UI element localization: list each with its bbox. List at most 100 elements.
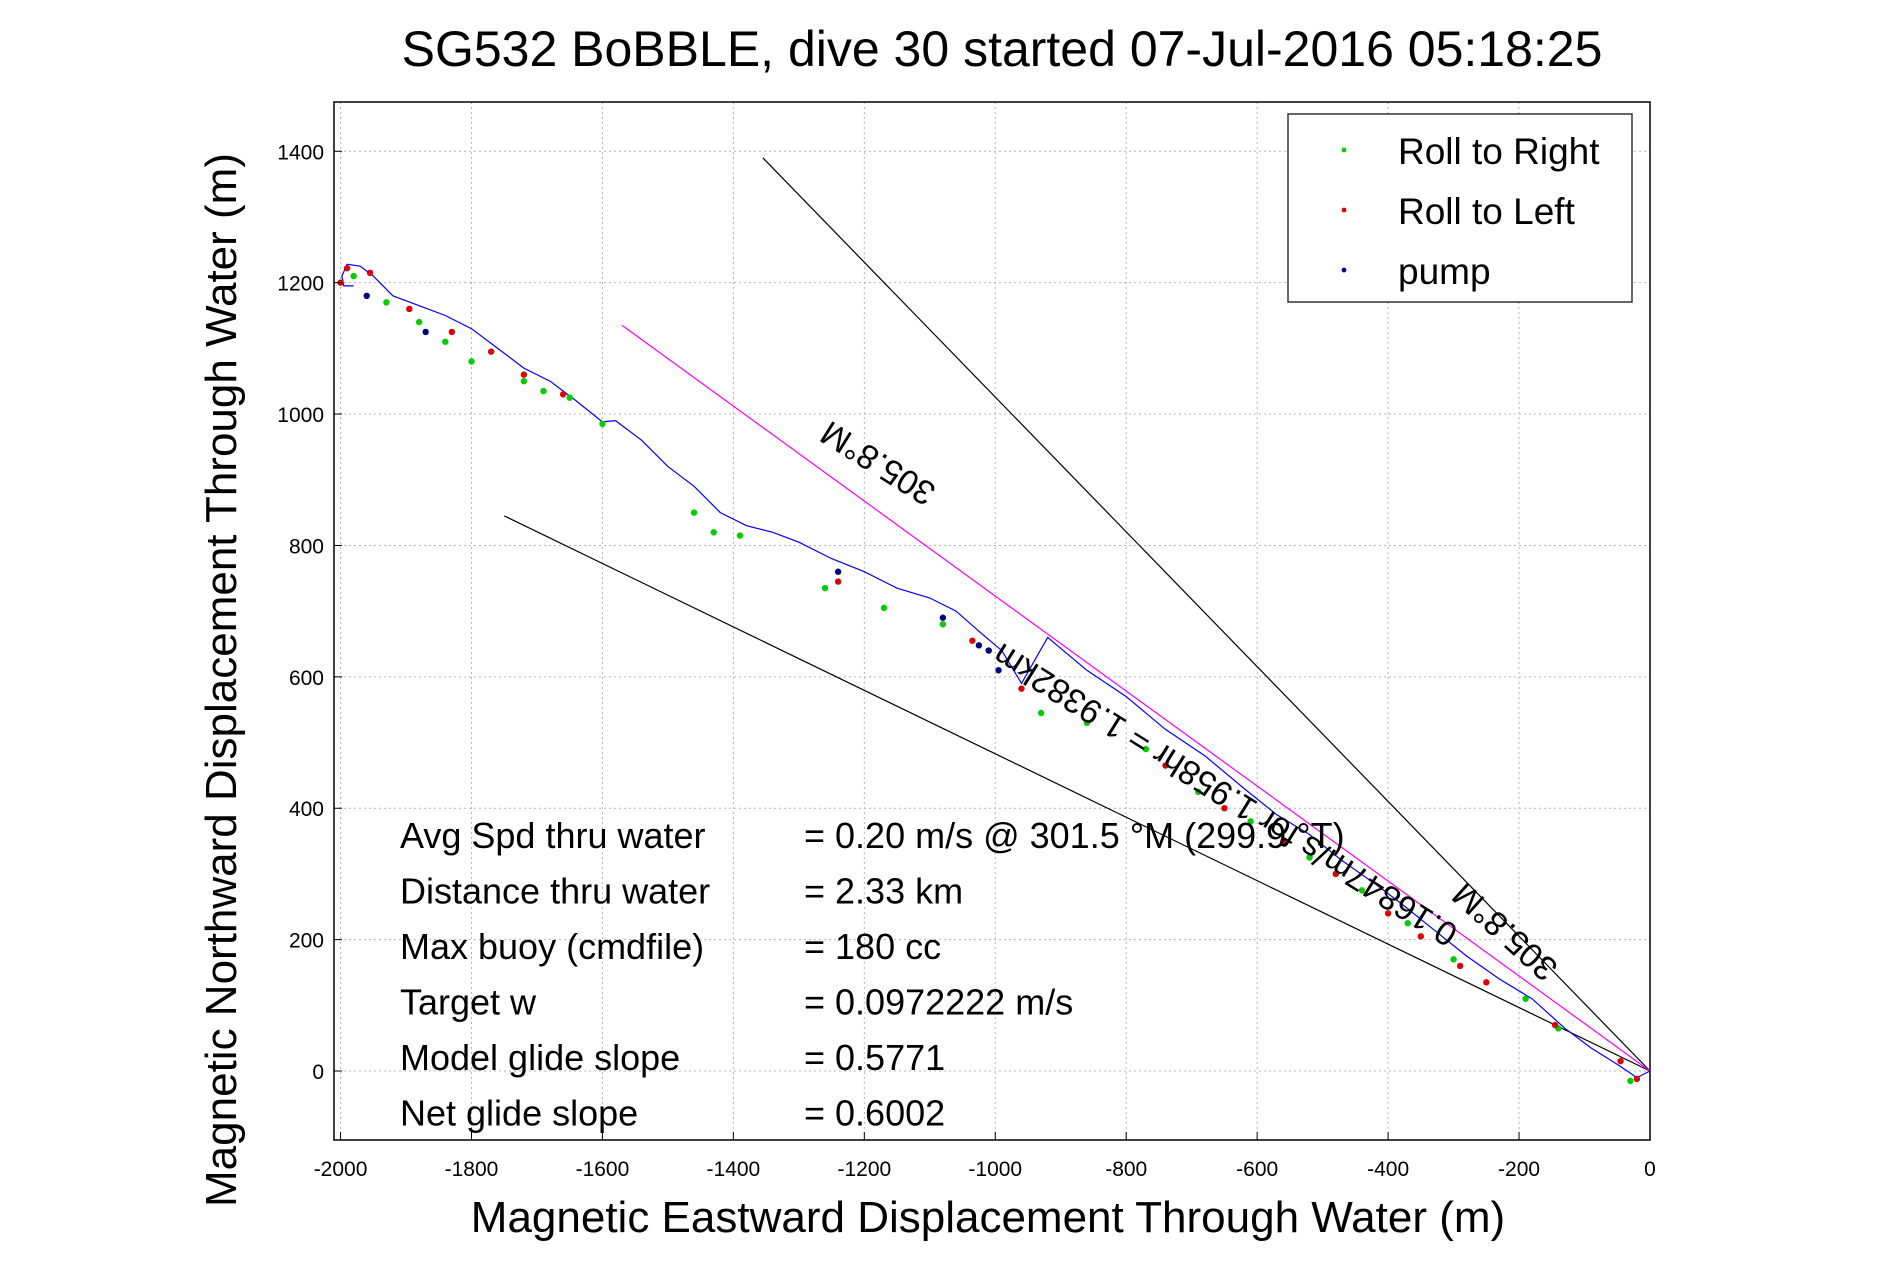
y-tick-label: 1200 xyxy=(277,273,324,296)
roll-right-point xyxy=(939,621,947,628)
x-tick-label: -600 xyxy=(1236,1158,1278,1181)
bearing-upper-line xyxy=(762,157,1651,1072)
stat-label: Avg Spd thru water xyxy=(400,815,706,856)
roll-left-point xyxy=(1633,1075,1641,1083)
stat-value: = 0.5771 xyxy=(804,1037,945,1078)
roll-right-point xyxy=(468,358,475,365)
roll-left-point xyxy=(343,265,351,272)
legend-entry-label: Roll to Left xyxy=(1398,191,1576,232)
stat-value: = 0.20 m/s @ 301.5 °M (299.9 °T) xyxy=(804,815,1345,856)
pump-point xyxy=(975,642,983,649)
roll-left-point xyxy=(406,305,413,313)
y-tick-label: 600 xyxy=(289,667,324,690)
roll-right-point xyxy=(599,420,606,428)
pump-point xyxy=(939,614,947,621)
plot-frame xyxy=(333,101,1651,1141)
roll-right-point xyxy=(1404,920,1411,927)
roll-right-point xyxy=(1358,887,1366,894)
roll-left-point xyxy=(487,348,495,355)
stat-label: Net glide slope xyxy=(400,1093,638,1134)
roll-right-point xyxy=(1306,854,1313,861)
stat-value: = 0.0972222 m/s xyxy=(804,982,1073,1023)
y-tick-label: 0 xyxy=(312,1061,324,1084)
roll-left-point xyxy=(520,371,528,378)
x-tick-label: -2000 xyxy=(314,1158,368,1181)
y-tick-label: 1400 xyxy=(277,141,324,164)
bearing-annotation: 305.8°M xyxy=(814,413,942,513)
y-tick-label: 800 xyxy=(289,535,324,558)
legend-entry-label: pump xyxy=(1398,251,1491,292)
track-line xyxy=(341,263,1651,1079)
roll-left-point xyxy=(1018,685,1025,692)
reference-lines xyxy=(503,157,1651,1072)
roll-right-point xyxy=(350,272,357,280)
marker-layer xyxy=(337,265,1641,1085)
bearing-lower-line xyxy=(503,515,1651,1072)
roll-left-point xyxy=(1162,762,1169,769)
roll-right-point xyxy=(566,394,573,401)
y-tick-label: 200 xyxy=(289,930,324,953)
roll-left-point xyxy=(1221,805,1228,812)
legend-marker xyxy=(1341,147,1347,153)
stat-value: = 0.6002 xyxy=(804,1093,945,1134)
track-layer xyxy=(341,263,1651,1079)
roll-right-point xyxy=(690,509,698,516)
roll-left-point xyxy=(1483,979,1490,986)
roll-right-point xyxy=(880,604,888,612)
roll-left-point xyxy=(1617,1057,1624,1065)
legend-marker xyxy=(1341,267,1347,273)
legend-entry-label: Roll to Right xyxy=(1398,131,1600,172)
roll-left-point xyxy=(1332,870,1339,878)
chart-title: SG532 BoBBLE, dive 30 started 07-Jul-201… xyxy=(402,21,1603,77)
pump-point xyxy=(995,667,1002,674)
roll-right-point xyxy=(1142,745,1150,753)
pump-point xyxy=(422,328,429,336)
legend: Roll to Right Roll to Left pump xyxy=(1287,113,1633,303)
roll-right-point xyxy=(1627,1077,1634,1085)
roll-left-point xyxy=(1551,1021,1559,1029)
pump-point xyxy=(834,568,842,575)
pump-point xyxy=(985,647,992,654)
legend-marker xyxy=(1341,207,1347,213)
y-tick-label: 400 xyxy=(289,798,324,821)
bearing-target-line xyxy=(621,324,1651,1072)
x-tick-label: -1400 xyxy=(707,1158,761,1181)
roll-right-point xyxy=(383,299,390,306)
stats-block: Avg Spd thru water = 0.20 m/s @ 301.5 °M … xyxy=(400,815,1345,1134)
roll-right-point xyxy=(1037,709,1045,717)
pump-point xyxy=(363,292,370,300)
roll-right-point xyxy=(540,387,547,395)
x-tick-label: 0 xyxy=(1644,1158,1656,1181)
roll-right-point xyxy=(1247,818,1254,825)
roll-left-point xyxy=(1456,962,1464,970)
stat-label: Model glide slope xyxy=(400,1037,680,1078)
x-tick-label: -800 xyxy=(1105,1158,1147,1181)
roll-right-point xyxy=(520,378,528,385)
roll-right-point xyxy=(1450,956,1457,963)
roll-right-point xyxy=(821,584,829,592)
roll-left-point xyxy=(559,391,567,398)
bearing-annotation: 0.16847m/s for 1.958hr = 1.9382km xyxy=(986,635,1464,953)
x-tick-label: -1000 xyxy=(968,1158,1022,1181)
stat-value: = 180 cc xyxy=(804,926,941,967)
x-tick-label: -400 xyxy=(1367,1158,1409,1181)
stat-value: = 2.33 km xyxy=(804,871,963,912)
x-tick-label: -1800 xyxy=(445,1158,499,1181)
roll-right-point xyxy=(1083,719,1091,727)
roll-left-point xyxy=(834,578,842,585)
roll-left-point xyxy=(969,637,976,644)
tick-labels: -2000 -1800 -1600 -1400 -1200 -1000 -800 -600 -4… xyxy=(277,141,1656,1181)
stat-label: Distance thru water xyxy=(400,871,710,912)
roll-right-point xyxy=(710,529,717,536)
stat-label: Max buoy (cmdfile) xyxy=(400,926,704,967)
x-tick-label: -1200 xyxy=(837,1158,891,1181)
bearing-annotation: 305.8°M xyxy=(1445,875,1565,988)
roll-right-point xyxy=(415,318,423,326)
roll-left-point xyxy=(448,328,456,336)
y-axis-label: Magnetic Northward Displacement Through … xyxy=(197,153,246,1207)
x-axis-label: Magnetic Eastward Displacement Through W… xyxy=(471,1193,1505,1242)
stat-label: Target w xyxy=(400,982,537,1023)
roll-right-point xyxy=(736,532,744,539)
x-tick-label: -1600 xyxy=(576,1158,630,1181)
